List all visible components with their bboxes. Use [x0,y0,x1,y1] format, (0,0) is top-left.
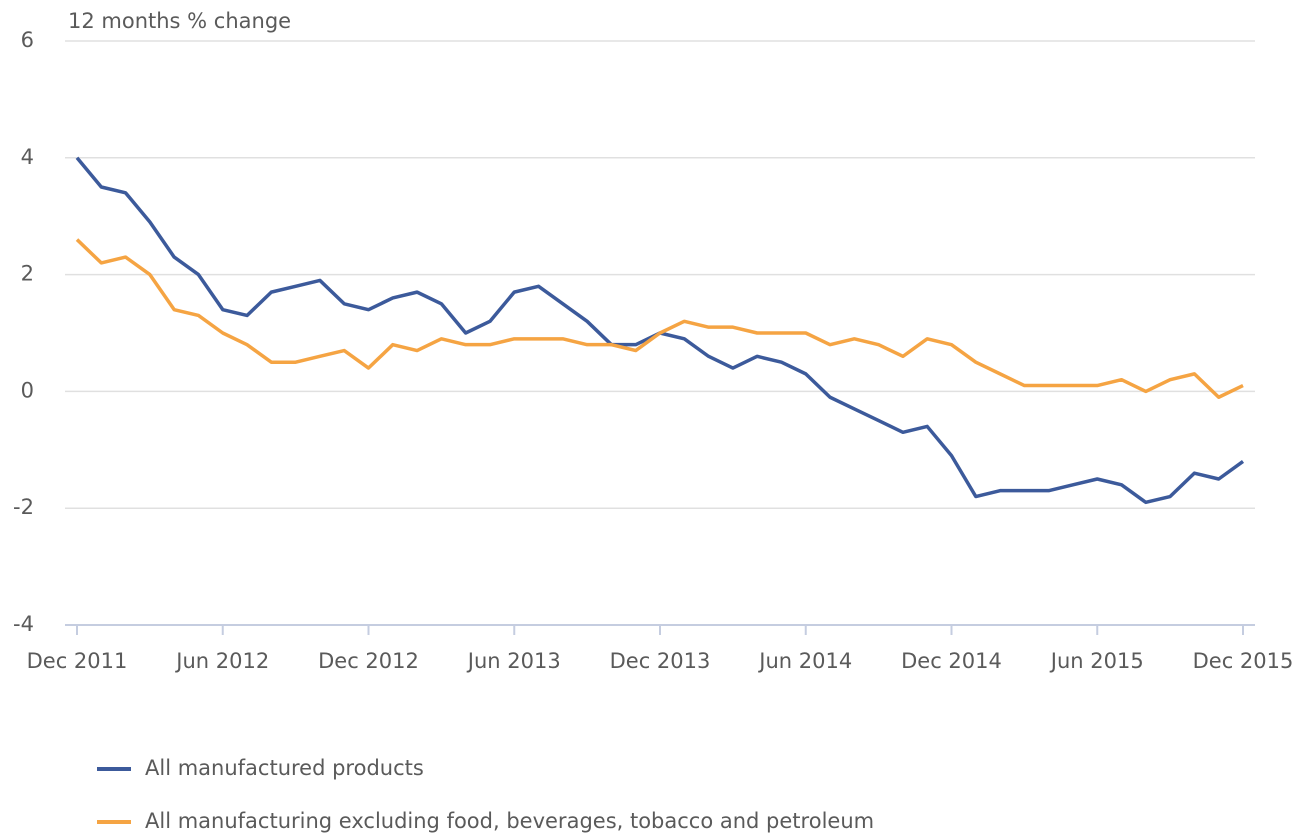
legend-label: All manufacturing excluding food, bevera… [145,809,874,833]
x-tick-label: Dec 2012 [318,649,419,673]
y-tick-label: 4 [21,145,34,169]
y-axis-label: 12 months % change [68,9,291,33]
y-tick-label: 2 [21,262,34,286]
series-line [75,238,1244,399]
series-line [75,156,1245,505]
x-tick-label: Jun 2012 [174,649,269,673]
x-tick-label: Jun 2014 [757,649,852,673]
x-tick-label: Jun 2015 [1049,649,1144,673]
y-tick-label: 0 [21,378,34,402]
x-tick-label: Dec 2011 [27,649,128,673]
x-tick-label: Dec 2015 [1193,649,1294,673]
y-tick-label: -2 [13,495,34,519]
x-tick-label: Dec 2014 [901,649,1002,673]
y-tick-label: 6 [21,28,34,52]
x-tick-label: Dec 2013 [610,649,711,673]
legend-label: All manufactured products [145,756,424,780]
x-tick-label: Jun 2013 [466,649,561,673]
y-tick-label: -4 [13,612,34,636]
